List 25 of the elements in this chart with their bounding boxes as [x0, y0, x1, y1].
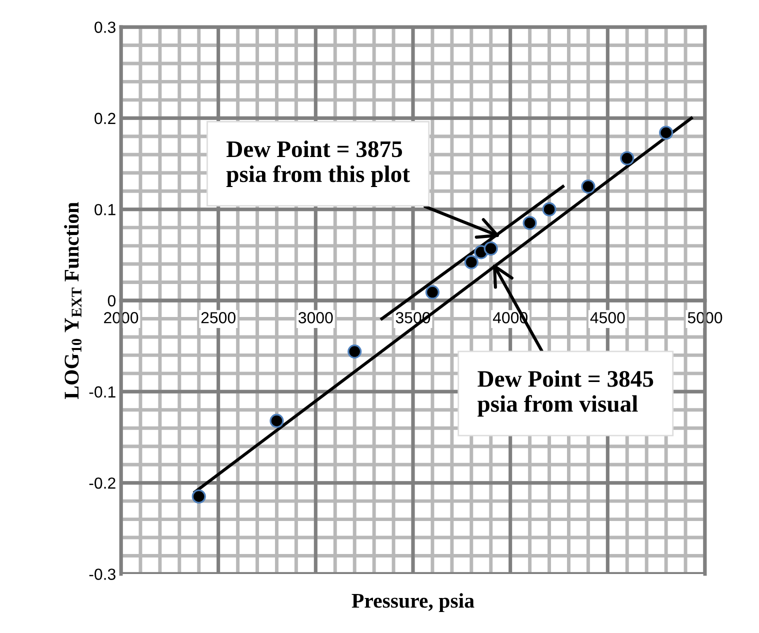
y-tick-label: -0.1	[89, 386, 116, 398]
point	[270, 414, 284, 428]
point	[581, 179, 596, 194]
point	[192, 489, 206, 504]
x-axis-title: Pressure, psia	[352, 593, 474, 612]
x-tick-label: 2500	[201, 312, 236, 324]
x-tick-label: 3000	[298, 312, 333, 324]
point	[542, 202, 556, 216]
y-axis-title: LOG$_{10}$ Y$_{EXT}$ Function	[64, 202, 82, 399]
x-tick-label: 4500	[590, 312, 625, 324]
annotation: Dew Point = 3875 psia from this plot	[226, 140, 410, 187]
y-tick-label: 0.2	[94, 112, 116, 124]
y-tick-label: 0.1	[94, 204, 116, 216]
point	[620, 151, 634, 166]
point	[464, 255, 478, 270]
y-tick-label: 0.3	[94, 22, 116, 33]
annotation: Dew Point = 3845 psia from visual	[478, 370, 654, 417]
point	[484, 241, 498, 256]
point	[425, 285, 440, 300]
point	[659, 126, 674, 140]
y-tick-label: -0.3	[89, 568, 116, 580]
point	[348, 344, 362, 359]
y-tick-label: -0.2	[89, 477, 116, 489]
point	[522, 216, 537, 230]
y-tick-label: 0	[108, 295, 116, 306]
